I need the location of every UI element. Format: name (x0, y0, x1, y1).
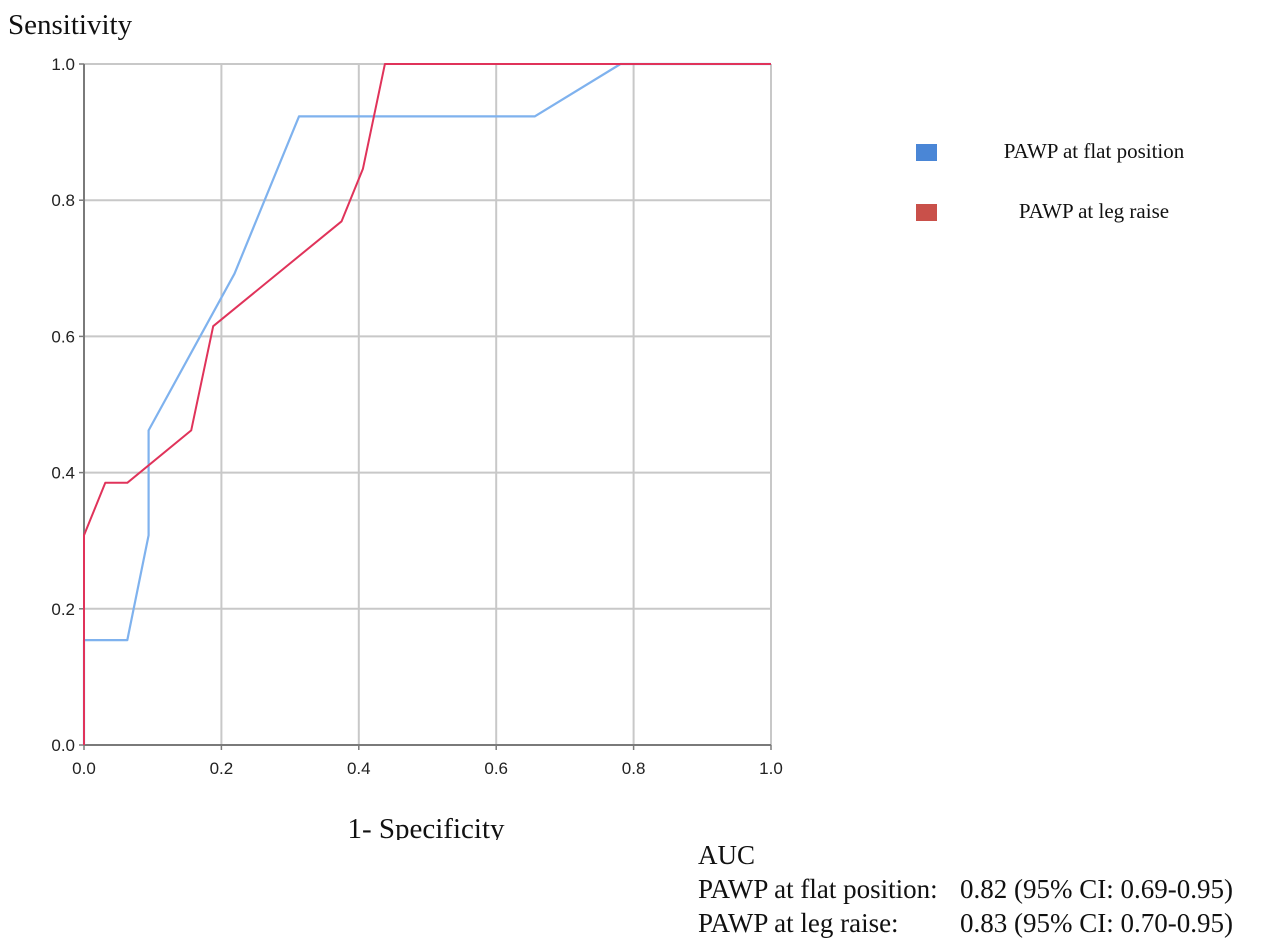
y-axis-title: Sensitivity (8, 9, 133, 41)
x-tick-label: 1.0 (759, 759, 783, 778)
legend-label: PAWP at leg raise (1019, 199, 1169, 223)
auc-row-leg: PAWP at leg raise: 0.83 (95% CI: 0.70-0.9… (698, 906, 1233, 940)
auc-row-value: 0.82 (95% CI: 0.69-0.95) (960, 874, 1233, 904)
legend-label: PAWP at flat position (1004, 139, 1185, 163)
grid-lines (83, 63, 772, 746)
x-tick-label: 0.8 (622, 759, 646, 778)
auc-row-flat: PAWP at flat position: 0.82 (95% CI: 0.69… (698, 872, 1233, 906)
x-axis-title: 1- Specificity (347, 813, 505, 840)
auc-summary: AUC PAWP at flat position: 0.82 (95% CI: … (698, 838, 1233, 940)
legend-swatch (916, 144, 937, 161)
x-tick-label: 0.6 (484, 759, 508, 778)
auc-row-label: PAWP at leg raise: (698, 908, 899, 938)
series-line-leg-raise (83, 63, 771, 745)
series-line-flat-position (82, 62, 771, 745)
x-tick-label: 0.0 (72, 759, 96, 778)
y-tick-label: 1.0 (51, 55, 75, 74)
axes (83, 64, 771, 746)
y-tick-label: 0.6 (51, 327, 75, 346)
legend-swatch (916, 204, 937, 221)
y-tick-label: 0.0 (51, 736, 75, 755)
x-tick-label: 0.2 (210, 759, 234, 778)
roc-chart: Sensitivity 0.00.20.40.60.81.00.0 0.2 0.4 0… (8, 9, 1185, 840)
auc-row-label: PAWP at flat position: (698, 874, 938, 904)
tick-labels: 0.0 0.2 0.4 0.6 0.8 1.0 0.0 0.2 0.4 0.6 0.8 1.0 (51, 55, 782, 778)
series-lines (82, 62, 771, 745)
y-tick-label: 0.4 (51, 464, 75, 483)
x-tick-label: 0.4 (347, 759, 371, 778)
auc-row-value: 0.83 (95% CI: 0.70-0.95) (960, 908, 1233, 938)
y-tick-label: 0.2 (51, 600, 75, 619)
y-tick-label: 0.8 (51, 191, 75, 210)
auc-title: AUC (698, 840, 756, 870)
legend: PAWP at flat position PAWP at leg raise (916, 139, 1185, 223)
